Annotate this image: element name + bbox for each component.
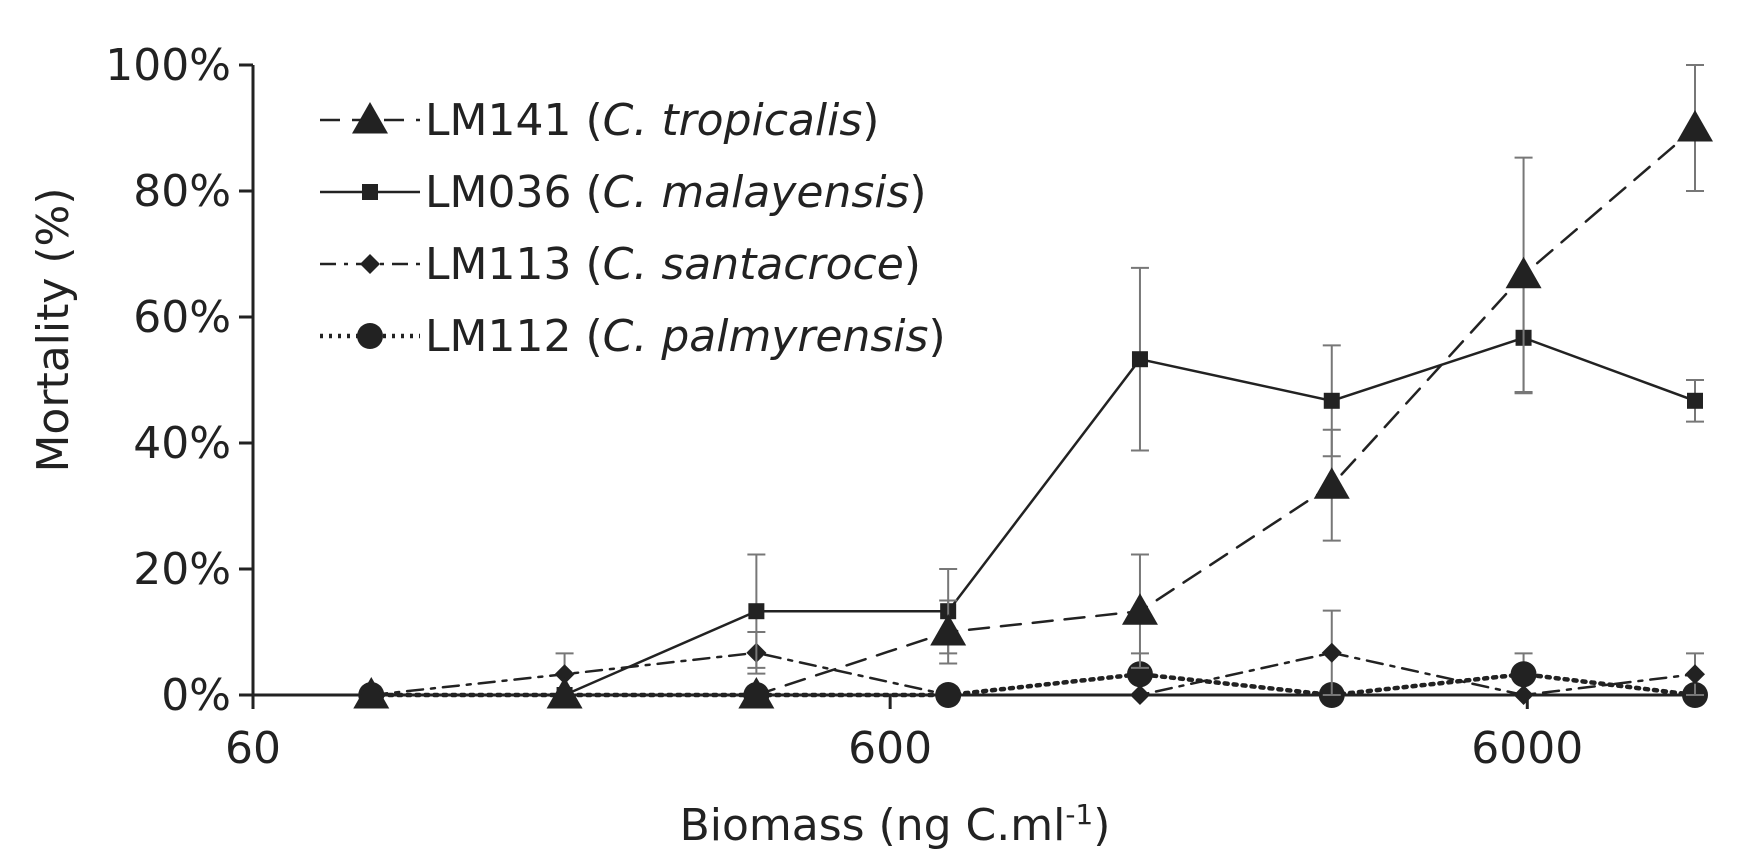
data-point: [546, 677, 583, 709]
data-point: [1513, 685, 1534, 705]
data-point: [1313, 467, 1350, 499]
legend-label: LM036 (C. malayensis): [425, 167, 927, 218]
x-tick-label: 6000: [1471, 723, 1583, 774]
data-point: [1129, 685, 1150, 705]
x-axis-ticks: 60 600 6000: [225, 695, 1583, 774]
data-point: [1131, 351, 1148, 368]
y-tick-label: 0%: [161, 670, 231, 721]
x-tick-label: 600: [848, 723, 932, 774]
y-tick-label: 20%: [133, 544, 231, 595]
data-point: [1323, 392, 1340, 409]
data-point: [748, 603, 765, 620]
data-point: [1677, 110, 1713, 142]
y-tick-label: 40%: [133, 418, 231, 469]
data-point: [1505, 256, 1542, 289]
legend-item-lm036: LM036 (C. malayensis): [320, 167, 927, 218]
legend-label: LM141 (C. tropicalis): [425, 95, 879, 146]
legend-item-lm113: LM113 (C. santacroce): [320, 239, 921, 290]
legend-label: LM112 (C. palmyrensis): [425, 311, 946, 362]
y-tick-label: 60%: [133, 292, 231, 343]
data-point: [1685, 664, 1705, 685]
y-tick-label: 100%: [105, 40, 231, 91]
data-point: [554, 664, 575, 685]
data-point: [1121, 593, 1158, 625]
y-axis-ticks: 0% 20% 40% 60% 80% 100%: [105, 40, 253, 721]
data-point: [930, 614, 967, 646]
axes: [251, 65, 1695, 697]
series-line: [370, 126, 1697, 697]
legend-item-lm141: LM141 (C. tropicalis): [320, 95, 879, 146]
data-point: [1510, 661, 1537, 688]
data-point: [938, 685, 959, 705]
data-point: [1687, 392, 1703, 409]
legend-marker: [357, 323, 383, 349]
series-lm141: [353, 64, 1713, 709]
legend-item-lm112: LM112 (C. palmyrensis): [320, 311, 946, 362]
legend-marker: [360, 254, 380, 274]
legend-marker: [362, 184, 378, 200]
x-tick-label: 60: [225, 723, 281, 774]
data-point: [1321, 642, 1342, 663]
y-tick-label: 80%: [133, 166, 231, 217]
data-point: [738, 677, 775, 709]
y-axis-title: Mortality (%): [28, 187, 79, 472]
legend-marker: [352, 102, 388, 134]
series-layer: [353, 64, 1713, 709]
legend: LM141 (C. tropicalis) LM036 (C. malayensi…: [320, 95, 946, 362]
x-axis-title: Biomass (ng C.ml-1): [680, 798, 1111, 851]
data-point: [353, 677, 390, 709]
legend-label: LM113 (C. santacroce): [425, 239, 921, 290]
series-line: [370, 651, 1697, 697]
